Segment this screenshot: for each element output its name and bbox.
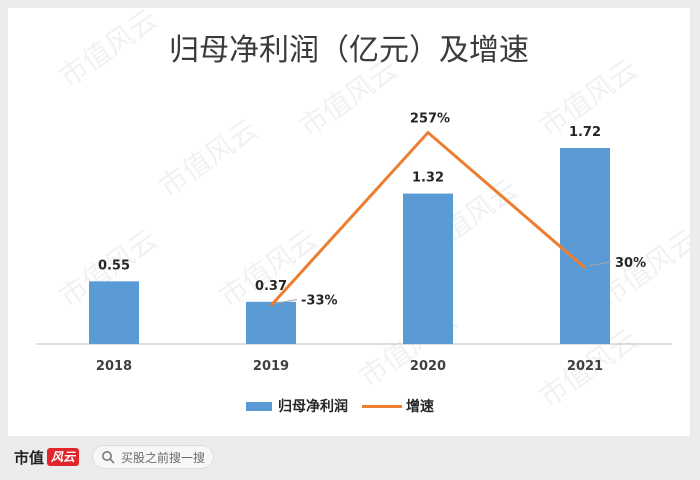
growth-line [269,130,586,307]
bar-2018 [89,281,139,344]
chart-card: 市值风云 市值风云 市值风云 市值风云 市值风云 市值风云 市值风云 市值风云 市值风云 市值风云… [8,8,690,436]
legend-swatch-bar [246,402,272,411]
bar-2020 [403,193,453,344]
bar-label-2018: 0.55 [98,258,130,273]
bar-2019 [246,301,296,344]
search-box[interactable]: 买股之前搜一搜 [92,445,214,469]
search-placeholder: 买股之前搜一搜 [121,450,206,465]
brand-name: 市值 [14,448,45,467]
bar-label-2020: 1.32 [412,171,444,186]
x-tick-2021: 2021 [567,359,603,374]
line-label-2021: 30% [615,256,646,271]
bar-label-2019: 0.37 [255,279,287,294]
legend: 归母净利润 增速 [246,398,434,415]
x-tick-2019: 2019 [253,359,289,374]
bar-label-2021: 1.72 [569,125,601,140]
bar-2021 [560,148,610,344]
leader-line-2019 [274,298,298,304]
watermark-text: 市值风云 [153,112,264,203]
x-tick-2020: 2020 [410,359,446,374]
watermark-text: 市值风云 [53,8,164,94]
brand-logo[interactable]: 市值 风云 [14,446,80,468]
leader-line-2021 [588,261,612,267]
footer: 市值 风云 买股之前搜一搜 [0,436,700,480]
line-label-2019: -33% [301,293,338,308]
x-tick-2018: 2018 [96,359,132,374]
legend-label-line: 增速 [406,398,434,415]
line-label-2020: 257% [410,112,450,127]
brand-mark: 风云 [47,448,80,466]
legend-label-bar: 归母净利润 [278,398,348,415]
chart-title: 归母净利润（亿元）及增速 [169,33,529,68]
search-icon [102,451,115,464]
